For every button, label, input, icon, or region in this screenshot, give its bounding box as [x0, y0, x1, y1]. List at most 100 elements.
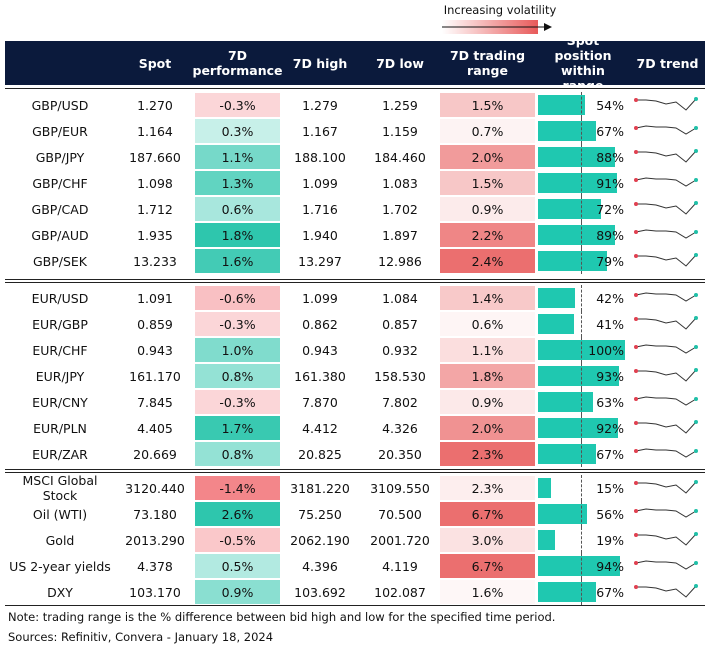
cell: 0.5%: [195, 554, 280, 578]
cell: 0.8%: [195, 364, 280, 388]
cell: 1.702: [382, 201, 418, 217]
cell: 161.380: [294, 368, 346, 384]
cell: 1.167: [302, 123, 338, 139]
cell: -0.5%: [195, 528, 280, 552]
cell: 2.4%: [440, 249, 535, 273]
cell: 1.6%: [440, 580, 535, 604]
column-header: Spot: [138, 55, 172, 71]
trend-sparkline: [634, 97, 698, 111]
cell: 13.233: [133, 253, 177, 269]
row-label: EUR/CHF: [32, 342, 88, 358]
row-label: EUR/USD: [31, 290, 89, 306]
cell: 1.716: [302, 201, 338, 217]
cell: 4.378: [137, 558, 173, 574]
cell: 4.119: [382, 558, 418, 574]
cell: 1.1%: [195, 145, 280, 169]
row-label: US 2-year yields: [9, 558, 111, 574]
cell: 0.932: [382, 342, 418, 358]
cell: 0.6%: [195, 197, 280, 221]
position-label: 67%: [596, 584, 624, 600]
midline: [581, 579, 582, 605]
position-bar: [538, 392, 593, 412]
cell: 158.530: [374, 368, 426, 384]
midline: [581, 311, 582, 337]
trend-sparkline: [634, 229, 698, 239]
midline: [581, 527, 582, 553]
cell: 0.8%: [195, 442, 280, 466]
cell: 1.940: [302, 227, 338, 243]
position-label: 89%: [596, 227, 624, 243]
trend-sparkline: [634, 149, 698, 163]
position-bar: [538, 478, 552, 498]
midline: [581, 337, 582, 363]
cell: 1.935: [137, 227, 173, 243]
rule: [5, 469, 705, 470]
midline: [581, 222, 582, 248]
cell: 6.7%: [440, 502, 535, 526]
position-bar: [538, 418, 619, 438]
rule: [5, 472, 705, 473]
trend-sparkline: [634, 420, 698, 434]
cell: -0.6%: [195, 286, 280, 310]
column-header: 7D low: [376, 55, 424, 71]
midline: [581, 196, 582, 222]
cell: 0.857: [382, 316, 418, 332]
trend-sparkline: [634, 253, 698, 267]
cell: 0.943: [302, 342, 338, 358]
row-label: DXY: [47, 584, 73, 600]
midline: [581, 118, 582, 144]
cell: 1.270: [137, 97, 173, 113]
source: Sources: Refinitiv, Convera - January 18…: [8, 630, 274, 644]
row-label: GBP/EUR: [32, 123, 88, 139]
position-label: 63%: [596, 394, 624, 410]
position-label: 91%: [596, 175, 624, 191]
cell: -0.3%: [195, 312, 280, 336]
cell: 73.180: [133, 506, 177, 522]
cell: 1.098: [137, 175, 173, 191]
row-label: GBP/SEK: [32, 253, 88, 269]
row-label: EUR/GBP: [32, 316, 88, 332]
note: Note: trading range is the % difference …: [8, 610, 556, 624]
row-label: GBP/CHF: [32, 175, 88, 191]
cell: 0.7%: [440, 119, 535, 143]
midline: [581, 170, 582, 196]
cell: 188.100: [294, 149, 346, 165]
position-label: 94%: [596, 558, 624, 574]
column-header: 7D trend: [636, 55, 699, 71]
position-label: 41%: [596, 316, 624, 332]
cell: 187.660: [129, 149, 181, 165]
position-label: 100%: [588, 342, 624, 358]
trend-sparkline: [634, 344, 698, 354]
row-label: GBP/USD: [31, 97, 89, 113]
cell: 70.500: [378, 506, 422, 522]
cell: 0.9%: [440, 390, 535, 414]
position-bar: [538, 95, 585, 115]
trend-sparkline: [634, 316, 698, 330]
rule: [5, 88, 705, 89]
rule: [5, 279, 705, 280]
cell: 0.6%: [440, 312, 535, 336]
position-label: 92%: [596, 420, 624, 436]
row-label: EUR/CNY: [32, 394, 88, 410]
midline: [581, 285, 582, 311]
cell: 1.3%: [195, 171, 280, 195]
row-label: Gold: [45, 532, 75, 548]
cell: 4.412: [302, 420, 338, 436]
rule: [5, 605, 705, 606]
position-label: 79%: [596, 253, 624, 269]
midline: [581, 553, 582, 579]
midline: [581, 501, 582, 527]
midline: [581, 248, 582, 274]
column-header: 7D performance: [192, 48, 283, 78]
cell: 103.692: [294, 584, 346, 600]
position-bar: [538, 147, 615, 167]
cell: 1.6%: [195, 249, 280, 273]
row-label: GBP/AUD: [31, 227, 89, 243]
trend-sparkline: [634, 177, 698, 187]
trend-sparkline: [634, 584, 698, 598]
cell: 161.170: [129, 368, 181, 384]
cell: 2.3%: [440, 442, 535, 466]
cell: 1.084: [382, 290, 418, 306]
trend-sparkline: [634, 448, 698, 458]
rule: [5, 282, 705, 283]
